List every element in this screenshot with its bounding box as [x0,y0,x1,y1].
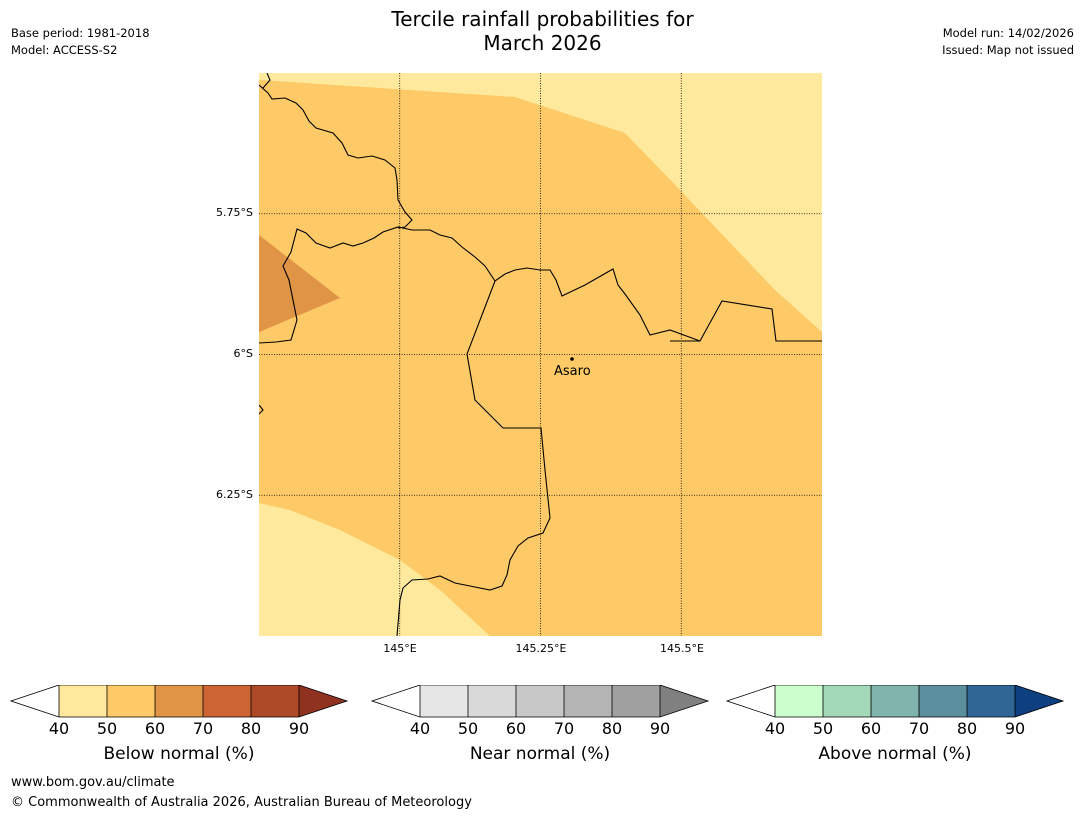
tick-label: 90 [288,719,310,738]
lon-label-145-5e: 145.5°E [660,642,704,655]
meta-right: Model run: 14/02/2026 Issued: Map not is… [942,25,1074,59]
map-title: Tercile rainfall probabilities for March… [300,7,785,55]
tick-label: 70 [553,719,575,738]
tick-label: 40 [409,719,431,738]
colorbar-below-title: Below normal (%) [103,744,255,764]
colorbar-near-swatches [371,685,710,718]
colorbar-below-swatches [10,685,349,718]
colorbar-near-title: Near normal (%) [469,744,611,764]
footer-url-link[interactable]: www.bom.gov.au/climate [11,775,175,790]
tick-label: 60 [144,719,166,738]
tick-label: 40 [48,719,70,738]
lat-label-5-75s: 5.75°S [216,206,253,219]
prob-40-50-region-ne [259,73,822,332]
model-run: Model run: 14/02/2026 [942,26,1074,40]
base-period: Base period: 1981-2018 [11,26,150,40]
colorbar-above-title: Above normal (%) [818,744,972,764]
footer-copyright: © Commonwealth of Australia 2026, Austra… [11,795,472,810]
colorbar-above-swatches [726,685,1065,718]
tick-label: 80 [956,719,978,738]
tick-label: 50 [96,719,118,738]
tick-label: 80 [601,719,623,738]
model-name: Model: ACCESS-S2 [11,43,118,57]
tick-label: 80 [240,719,262,738]
prob-60-70-region [259,235,340,332]
asaro-marker [570,357,574,361]
issued-status: Issued: Map not issued [942,43,1074,57]
tick-label: 90 [649,719,671,738]
tick-label: 50 [457,719,479,738]
lon-label-145-25e: 145.25°E [515,642,567,655]
place-label-asaro: Asaro [554,364,591,379]
tick-label: 60 [505,719,527,738]
prob-40-50-region-sw [259,503,490,636]
lat-label-6-25s: 6.25°S [216,488,253,501]
meta-left: Base period: 1981-2018 Model: ACCESS-S2 [11,25,150,59]
province-boundaries [259,73,822,636]
lon-label-145e: 145°E [383,642,417,655]
tick-label: 60 [860,719,882,738]
title-line-2: March 2026 [483,31,602,55]
lat-label-6s: 6°S [233,347,253,360]
tick-label: 70 [192,719,214,738]
title-line-1: Tercile rainfall probabilities for [391,7,694,31]
tick-label: 40 [764,719,786,738]
tick-label: 50 [812,719,834,738]
tick-label: 70 [908,719,930,738]
tick-label: 90 [1004,719,1026,738]
